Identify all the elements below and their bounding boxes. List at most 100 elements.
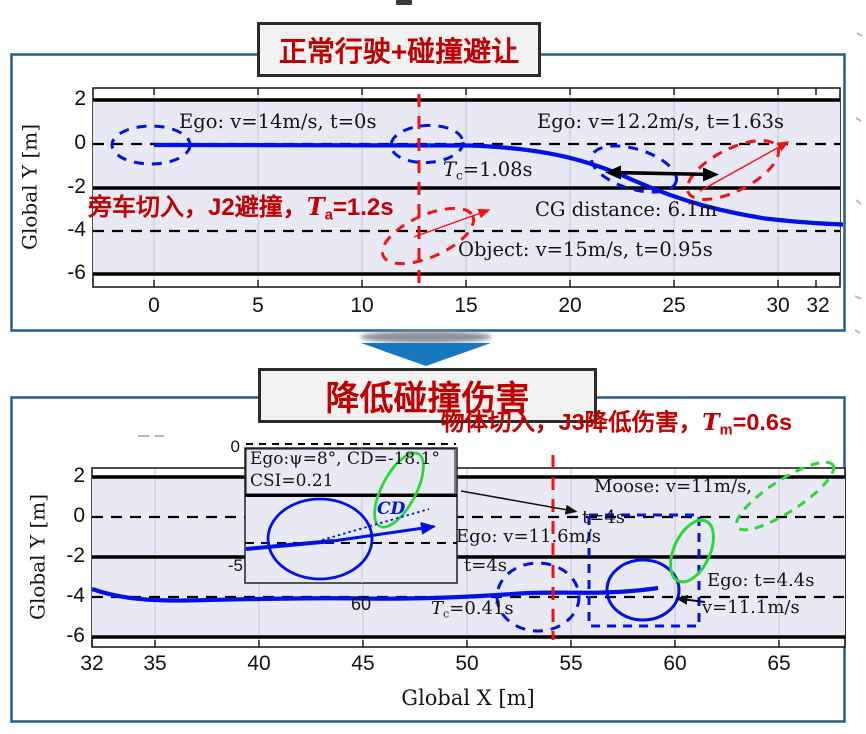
bottom-ytick-n2: -2 [66,544,85,567]
ego-final-pointer-arrow [675,594,706,605]
inset-cd-label: CD [377,499,406,519]
flow-down-arrow [360,331,492,366]
top-panel-plot [10,53,846,332]
bottom-lane-centers [92,515,845,599]
top-note-prefix: 旁车切入，J2避撞， [88,194,307,221]
top-lane-boundaries [93,98,840,276]
bottom-ytick-n6: -6 [66,624,85,647]
inset-cd-dotted-line [321,508,430,541]
bottom-ann-tc: Tc=0.41s [431,598,514,621]
bottom-panel-plot [10,396,846,723]
inset-moose-ellipse [373,451,425,529]
bottom-ann-ego-end-v: v=11.1m/s [702,597,800,618]
bottom-ytick-2: 2 [73,464,85,487]
bottom-xtick-60: 60 [663,652,687,675]
top-ytick-n6: -6 [67,261,86,284]
top-ego-footprints [110,123,678,194]
tc-subscript: c [456,168,463,183]
bottom-xtick-55: 55 [559,652,583,675]
inset-cd-arrow [332,521,436,543]
inset-ego-circle [266,497,374,581]
bottom-ytick-0: 0 [73,504,85,527]
bottom-xtick-32: 32 [80,652,104,675]
top-xtick-25: 25 [662,294,686,317]
inset-ego-path [245,539,334,551]
cropped-text-fragment [396,0,412,5]
collision-inset [244,447,458,584]
top-note-symbol: T [306,192,325,221]
bottom-scenario-note: 物体切入，J3降低伤害，Tm=0.6s [441,403,792,438]
bottom-lane-boundaries [92,475,845,639]
moose-footprint-predicted [734,460,836,532]
bottom-ann-moose: Moose: v=11m/s, [594,476,753,497]
top-scenario-note: 旁车切入，J2避撞，Ta=1.2s [88,187,394,223]
object-heading-arrow-2 [699,141,790,192]
tc-value: =1.08s [462,158,533,181]
ego-footprint-cutin [389,123,465,165]
top-ytick-n4: -4 [67,218,86,241]
bottom-x-axis-label: Global X [m] [401,686,535,710]
bottom-banner: 降低碰撞伤害 [258,368,597,423]
bottom-note-value: =0.6s [732,409,793,435]
top-ann-ego-start: Ego: v=14m/s, t=0s [179,110,377,133]
top-ann-cg-distance: CG distance: 6.1m [535,198,718,221]
bottom-xtick-40: 40 [247,652,271,675]
top-xtick-32: 32 [806,294,830,317]
bottom-ann-ego-mid-t: t=4s [464,555,508,576]
top-xtick-0: 0 [148,294,160,317]
bottom-axis-ticks [91,640,780,647]
ego-footprint-final [605,558,681,622]
ego-footprint-t0 [110,124,192,166]
top-xtick-5: 5 [252,294,264,317]
down-arrow-icon [361,343,491,366]
top-ytick-n2: -2 [67,175,86,198]
bottom-banner-label: 降低碰撞伤害 [325,380,530,418]
top-banner-label: 正常行驶+碰撞避让 [278,35,520,67]
top-note-subscript: a [324,207,333,224]
bottom-ann-moose-t: t=4s [582,507,626,528]
bottom-ytick-n4: -4 [66,584,85,607]
inset-xtick-60: 60 [350,594,372,614]
top-ann-ego-end: Ego: v=12.2m/s, t=1.63s [537,110,785,133]
tc2-symbol: T [431,598,444,619]
moose-footprint [669,518,715,584]
ego-footprint-dashed [495,561,581,633]
top-xtick-10: 10 [350,294,374,317]
inset-line2: CSI=0.21 [250,471,334,491]
tc-symbol: T [443,158,457,181]
cg-distance-double-arrow [605,165,719,182]
tc2-value: =0.41s [449,598,514,619]
inset-line1: Ego:ψ=8°, CD=-18.1° [250,449,440,469]
top-xtick-30: 30 [766,294,790,317]
tc2-subscript: c [443,607,450,621]
bottom-xtick-50: 50 [455,652,479,675]
inset-ytick-n5: -5 [227,556,243,575]
upper-lane-dash-remnant [138,435,456,445]
top-note-value: =1.2s [332,194,394,221]
top-ann-tc: Tc=1.08s [443,158,533,183]
right-edge-artifacts [854,32,863,334]
top-axis-ticks [153,88,817,287]
bottom-note-symbol: T [702,408,720,436]
bottom-ego-trajectory [91,585,659,603]
top-ego-trajectory [153,142,844,227]
bottom-note-subscript: m [719,422,733,439]
bottom-xtick-65: 65 [767,652,791,675]
top-xtick-20: 20 [558,294,582,317]
top-object-heading-arrows [413,141,790,238]
top-xtick-15: 15 [454,294,478,317]
top-ytick-2: 2 [74,87,86,110]
ego-footprint-avoid [590,144,678,194]
top-ann-object: Object: v=15m/s, t=0.95s [458,238,713,261]
object-heading-arrow-1 [413,208,491,238]
bottom-note-prefix: 物体切入，J3降低伤害， [441,409,703,435]
inset-ytick-0: 0 [230,437,240,456]
flow-arrow-shadow [360,331,492,343]
top-ytick-0: 0 [74,131,86,154]
bottom-xtick-35: 35 [143,652,167,675]
bottom-ann-ego-mid: Ego: v=11.6m/s [456,526,601,547]
top-banner: 正常行驶+碰撞避让 [257,22,541,77]
inset-leader-arrow [460,490,578,515]
zoom-source-region [587,513,701,628]
